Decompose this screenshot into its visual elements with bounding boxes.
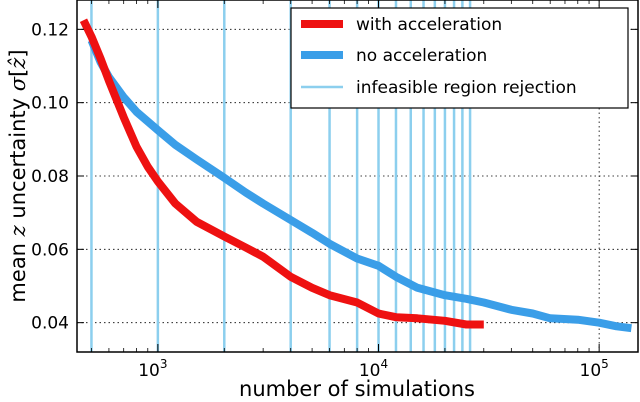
legend-label-infeasible-region-rejection: infeasible region rejection — [356, 78, 577, 98]
tick-labels: 0.04 0.06 0.08 0.10 0.12 103 104 105 — [31, 20, 609, 381]
x-tick-label: 103 — [138, 357, 167, 381]
legend-label-with-acceleration: with acceleration — [356, 15, 502, 35]
legend: with acceleration no acceleration infeas… — [290, 7, 629, 109]
legend-box — [290, 7, 629, 109]
data-series — [79, 18, 632, 333]
y-tick-label: 0.06 — [31, 240, 69, 260]
x-tick-label: 104 — [359, 357, 388, 381]
y-tick-label: 0.10 — [31, 94, 69, 114]
y-tick-label: 0.04 — [31, 314, 69, 334]
y-tick-label: 0.12 — [31, 20, 69, 40]
x-axis-label: number of simulations — [239, 377, 475, 401]
y-axis-label: mean z uncertainty σ[ẑ] — [6, 49, 30, 302]
series-line-with-acceleration — [79, 18, 484, 329]
y-tick-label: 0.08 — [31, 167, 69, 187]
series-line-no-acceleration — [87, 38, 632, 333]
axis-ticks — [77, 0, 638, 352]
legend-label-no-acceleration: no acceleration — [356, 46, 487, 66]
x-tick-label: 105 — [580, 357, 609, 381]
